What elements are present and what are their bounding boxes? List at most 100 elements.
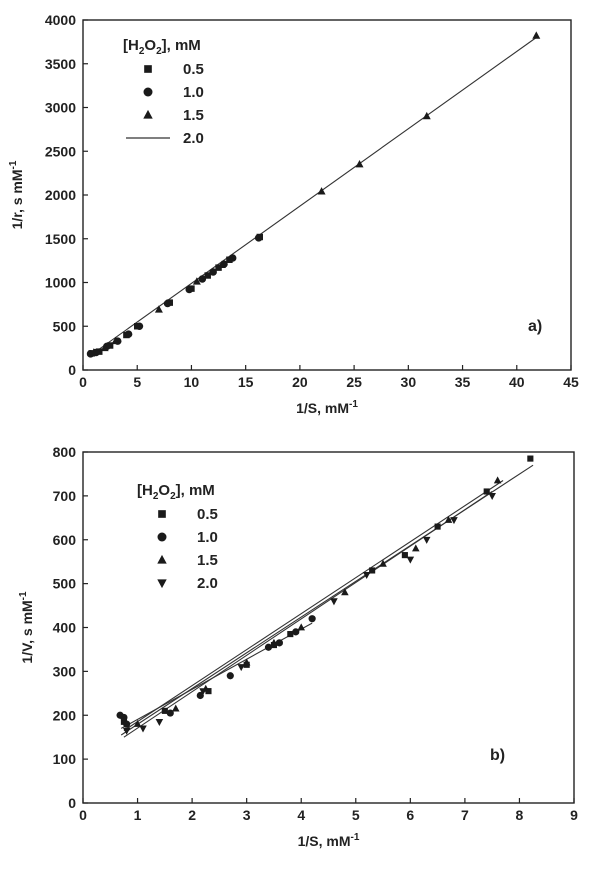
x-tick-label: 25 xyxy=(346,374,362,390)
legend-marker-circle xyxy=(157,532,167,542)
data-point-triangle xyxy=(379,559,387,567)
data-point-triangle xyxy=(444,515,453,523)
x-tick-label: 10 xyxy=(184,374,200,390)
y-tick-label: 2000 xyxy=(45,187,76,203)
y-tick-label: 0 xyxy=(68,362,76,378)
y-axis-label: 1/r, s mM-1 xyxy=(8,160,25,229)
data-point-triangle xyxy=(412,544,420,552)
legend-label: 0.5 xyxy=(183,61,204,78)
x-tick-label: 20 xyxy=(292,374,308,390)
data-point-square xyxy=(161,707,168,714)
data-point-circle xyxy=(228,254,237,262)
data-point-triangle-down xyxy=(155,718,164,726)
legend-title-part-3: 2 xyxy=(156,46,162,57)
legend-label: 2.0 xyxy=(197,575,218,592)
data-point-triangle xyxy=(111,336,120,345)
y-tick-label: 4000 xyxy=(45,12,76,28)
data-point-circle xyxy=(275,639,283,647)
y-tick-label: 1000 xyxy=(45,275,76,291)
y-tick-label: 200 xyxy=(53,707,77,723)
data-point-triangle xyxy=(242,658,251,666)
x-tick-label: 5 xyxy=(133,374,141,390)
x-tick-label: 4 xyxy=(297,807,305,823)
chart-a: 0 5 10 15 20 25 30 35 40 45 0 500 1000 1500 2000 2500 30… xyxy=(8,12,579,416)
data-point-square xyxy=(287,631,294,638)
y-tick-label: 3500 xyxy=(45,56,76,72)
y-axis-label-part-1: -1 xyxy=(8,160,19,169)
data-point-triangle xyxy=(100,343,109,352)
data-point-triangle xyxy=(341,588,349,596)
x-tick-label: 5 xyxy=(352,807,360,823)
y-tick-label: 700 xyxy=(53,488,77,504)
legend-title-part-4: ], mM xyxy=(176,482,215,499)
legend-marker-triangle xyxy=(157,554,167,564)
data-point-triangle xyxy=(355,160,364,168)
data-point-triangle-down xyxy=(199,688,207,696)
data-point-triangle-down xyxy=(450,517,458,525)
legend-title-part-3: 2 xyxy=(170,491,176,502)
data-point-circle xyxy=(124,330,133,338)
x-axis-label-part-1: -1 xyxy=(349,399,358,410)
x-tick-label: 40 xyxy=(509,374,525,390)
y-tick-label: 500 xyxy=(53,318,77,334)
data-point-circle xyxy=(226,672,234,680)
data-point-triangle xyxy=(317,187,326,195)
legend-label: 0.5 xyxy=(197,506,218,523)
x-tick-label: 9 xyxy=(570,807,578,823)
data-point-triangle xyxy=(133,719,142,727)
x-tick-label: 45 xyxy=(563,374,579,390)
y-axis-label-part-0: 1/r, s mM xyxy=(9,169,25,229)
data-point-circle xyxy=(264,643,273,651)
x-tick-label: 0 xyxy=(79,807,87,823)
data-point-square xyxy=(434,523,441,530)
x-tick-label: 15 xyxy=(238,374,254,390)
x-axis-label-part-1: -1 xyxy=(351,832,360,843)
data-point-triangle xyxy=(192,277,201,285)
data-point-triangle xyxy=(171,704,180,712)
data-point-circle xyxy=(198,275,207,283)
data-point-triangle xyxy=(154,305,163,313)
data-point-square xyxy=(204,272,211,279)
data-point-circle xyxy=(185,285,194,294)
data-point-triangle xyxy=(270,638,278,646)
data-point-square xyxy=(483,488,490,495)
data-point-circle xyxy=(120,713,128,722)
y-tick-label: 2500 xyxy=(45,143,76,159)
y-tick-label: 400 xyxy=(53,620,77,636)
x-tick-label: 2 xyxy=(188,807,196,823)
legend-title-part-2: O xyxy=(158,482,170,499)
y-axis-label-part-1: -1 xyxy=(18,591,29,600)
legend-marker-square xyxy=(158,510,166,518)
x-tick-label: 6 xyxy=(406,807,414,823)
y-tick-label: 1500 xyxy=(45,231,76,247)
data-point-triangle-down xyxy=(406,556,415,564)
data-point-circle xyxy=(123,720,131,728)
fit-line xyxy=(123,480,504,732)
legend-title-part-1: 2 xyxy=(139,46,145,57)
legend-marker-triangle-down xyxy=(157,579,167,589)
x-axis-label-part-0: 1/S, mM xyxy=(298,833,351,849)
x-tick-label: 1 xyxy=(134,807,142,823)
data-point-circle xyxy=(163,299,172,308)
data-point-triangle-down xyxy=(330,598,338,606)
legend-title-part-4: ], mM xyxy=(162,37,201,54)
data-point-triangle-down xyxy=(488,492,496,501)
x-tick-label: 8 xyxy=(516,807,524,823)
data-point-triangle xyxy=(422,111,431,120)
y-tick-label: 100 xyxy=(53,751,77,767)
data-point-triangle-down xyxy=(422,536,431,544)
data-point-triangle xyxy=(89,348,98,356)
fit-line xyxy=(123,491,493,738)
data-point-circle xyxy=(196,691,204,700)
x-tick-label: 35 xyxy=(455,374,471,390)
x-tick-label: 3 xyxy=(243,807,251,823)
data-point-triangle xyxy=(297,623,306,631)
legend-label: 2.0 xyxy=(183,130,204,147)
data-point-square xyxy=(369,567,376,574)
x-axis-label: 1/S, mM-1 xyxy=(298,832,360,849)
legend-marker-square xyxy=(144,65,152,73)
y-tick-label: 0 xyxy=(68,795,76,811)
data-point-circle xyxy=(292,628,300,636)
